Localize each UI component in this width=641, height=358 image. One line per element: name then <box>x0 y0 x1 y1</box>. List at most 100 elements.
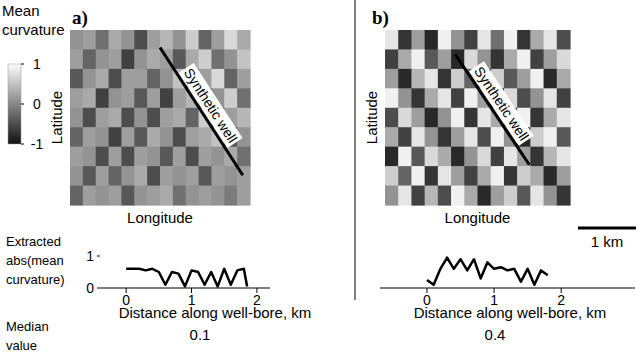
heatmap-cell <box>464 108 478 128</box>
heatmap-cell <box>147 108 160 128</box>
heatmap-cell <box>96 49 109 69</box>
colorbar-title-line: Mean <box>2 2 40 19</box>
y-axis-title: Extractedabs(meancurvature) <box>6 234 65 287</box>
y-tick <box>97 256 100 257</box>
heatmap-cell <box>411 49 425 69</box>
heatmap-cell <box>199 166 212 186</box>
plot-area <box>126 269 247 287</box>
heatmap-cell <box>491 166 505 186</box>
heatmap-cell <box>385 69 399 89</box>
heatmap-cell <box>504 69 518 89</box>
heatmap-cell <box>504 186 518 206</box>
heatmap-cell <box>109 88 122 108</box>
heatmap-cell <box>147 69 160 89</box>
heatmap-cell <box>557 166 571 186</box>
heatmap-cell <box>134 88 147 108</box>
heatmap-cell <box>425 186 439 206</box>
heatmap-cell <box>544 166 558 186</box>
colorbar-title: Meancurvature <box>2 2 65 38</box>
heatmap-cell <box>504 49 518 69</box>
heatmap-cell <box>121 186 134 206</box>
heatmap-cell <box>451 69 465 89</box>
axis-title: Latitude <box>48 91 65 144</box>
scale-bar <box>578 227 636 230</box>
heatmap-cell <box>109 69 122 89</box>
heatmap-cell <box>478 147 492 167</box>
heatmap-cell <box>83 166 96 186</box>
data-line <box>427 258 548 285</box>
heatmap-cell <box>438 69 452 89</box>
heatmap-cell <box>173 30 186 50</box>
heatmap-cell <box>411 127 425 147</box>
heatmap-cell <box>199 49 212 69</box>
heatmap-cell <box>211 186 224 206</box>
heatmap-cell <box>557 147 571 167</box>
x-axis-title: Distance along well-bore, km <box>119 304 312 321</box>
heatmap-cell <box>237 147 250 167</box>
heatmap-cell <box>70 30 83 50</box>
heatmap-cell <box>398 69 412 89</box>
heatmap-cell <box>173 127 186 147</box>
axis-title: Latitude <box>363 91 380 144</box>
heatmap-cell <box>121 30 134 50</box>
heatmap-cell <box>425 147 439 167</box>
y-axis-title-line: Extracted <box>6 234 61 249</box>
heatmap-cell <box>398 49 412 69</box>
heatmap-cell <box>478 30 492 50</box>
heatmap-cell <box>438 108 452 128</box>
heatmap-cell <box>83 127 96 147</box>
heatmap-cell <box>425 49 439 69</box>
heatmap-cell <box>517 69 531 89</box>
heatmap-cell <box>121 49 134 69</box>
heatmap-cell <box>385 127 399 147</box>
heatmap-cell <box>237 108 250 128</box>
heatmap-cell <box>121 166 134 186</box>
heatmap-cell <box>425 69 439 89</box>
heatmap-cell <box>544 186 558 206</box>
heatmap-cell <box>96 88 109 108</box>
panel-letter: a) <box>72 7 88 29</box>
heatmap-cell <box>425 30 439 50</box>
colorbar-tick <box>21 144 24 145</box>
heatmap-cell <box>160 127 173 147</box>
heatmap-cell <box>173 186 186 206</box>
heatmap-cell <box>557 127 571 147</box>
heatmap-cell <box>451 186 465 206</box>
heatmap-cell <box>173 49 186 69</box>
heatmap-cell <box>385 166 399 186</box>
heatmap-cell <box>109 127 122 147</box>
heatmap-cell <box>83 30 96 50</box>
heatmap-cell <box>438 49 452 69</box>
well-label: Synthetic well <box>181 65 241 146</box>
median-value: 0.1 <box>190 326 211 343</box>
heatmap-cell <box>464 166 478 186</box>
heatmap-cell <box>411 88 425 108</box>
median-title: Medianvalue <box>6 319 49 353</box>
x-axis <box>380 287 635 288</box>
heatmap-cell <box>224 49 237 69</box>
heatmap-cell <box>411 30 425 50</box>
well-label: Synthetic well <box>471 64 532 144</box>
heatmap-cell <box>199 147 212 167</box>
heatmap-cell <box>491 30 505 50</box>
heatmap-cell <box>160 30 173 50</box>
heatmap-cell <box>438 127 452 147</box>
well-label-group: Synthetic well <box>469 61 534 145</box>
heatmap-cell <box>96 186 109 206</box>
heatmap-cell <box>385 30 399 50</box>
heatmap-cell <box>491 127 505 147</box>
median-value: 0.4 <box>485 326 506 343</box>
heatmap-cell <box>147 166 160 186</box>
heatmap-cell <box>530 147 544 167</box>
heatmap-cell <box>504 166 518 186</box>
heatmap-cell <box>70 88 83 108</box>
plot-area <box>427 258 548 285</box>
heatmap-cell <box>83 69 96 89</box>
heatmap-cell <box>121 147 134 167</box>
heatmap-cell <box>504 147 518 167</box>
heatmap-cell <box>530 69 544 89</box>
heatmap-cell <box>224 166 237 186</box>
heatmap-cell <box>557 88 571 108</box>
heatmap-cell <box>398 147 412 167</box>
heatmap-cell <box>224 69 237 89</box>
